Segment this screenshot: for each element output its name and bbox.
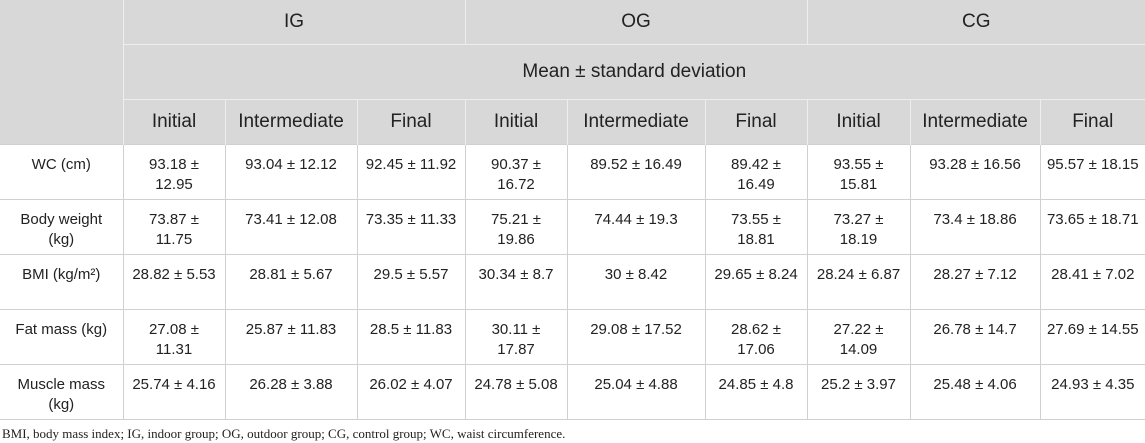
table-cell: 25.74 ± 4.16 <box>122 364 225 420</box>
row-label: Body weight (kg) <box>0 199 123 255</box>
data-table: IG OG CG Mean ± standard deviation Initial In… <box>0 0 1145 420</box>
table-cell: 89.42 ± 16.49 <box>704 144 808 200</box>
table-cell: 93.18 ± 12.95 <box>122 144 225 200</box>
column-header: Intermediate <box>224 99 357 145</box>
table-cell: 26.02 ± 4.07 <box>356 364 466 420</box>
header-row: Initial Intermediate Final Initial Intermedi… <box>0 99 1145 145</box>
table-cell: 93.04 ± 12.12 <box>224 144 357 200</box>
table-body: WC (cm) 93.18 ± 12.95 93.04 ± 12.12 92.45 ±… <box>0 144 1145 420</box>
table-cell: 75.21 ± 19.86 <box>464 199 568 255</box>
table-cell: 28.24 ± 6.87 <box>806 254 911 310</box>
table-cell: 25.87 ± 11.83 <box>224 309 357 365</box>
table-cell: 73.55 ± 18.81 <box>704 199 808 255</box>
table-cell: 30.34 ± 8.7 <box>464 254 568 310</box>
subtitle-header: Mean ± standard deviation <box>122 44 1145 100</box>
table-cell: 30 ± 8.42 <box>566 254 706 310</box>
table-cell: 73.41 ± 12.08 <box>224 199 357 255</box>
table-cell: 29.5 ± 5.57 <box>356 254 466 310</box>
table-cell: 89.52 ± 16.49 <box>566 144 706 200</box>
table-cell: 25.2 ± 3.97 <box>806 364 911 420</box>
table-cell: 28.27 ± 7.12 <box>909 254 1041 310</box>
row-label: WC (cm) <box>0 144 123 200</box>
table-cell: 27.69 ± 14.55 <box>1039 309 1145 365</box>
column-header: Final <box>356 99 466 145</box>
column-header: Initial <box>122 99 225 145</box>
table-cell: 25.04 ± 4.88 <box>566 364 706 420</box>
table-cell: 26.78 ± 14.7 <box>909 309 1041 365</box>
table-cell: 73.87 ± 11.75 <box>122 199 225 255</box>
footnote: BMI, body mass index; IG, indoor group; … <box>2 426 566 441</box>
table-row: Fat mass (kg) 27.08 ± 11.31 25.87 ± 11.83 2… <box>0 309 1145 365</box>
table-row: BMI (kg/m²) 28.82 ± 5.53 28.81 ± 5.67 29.5 … <box>0 254 1145 310</box>
table-cell: 28.62 ± 17.06 <box>704 309 808 365</box>
header-row: IG OG CG <box>0 0 1145 145</box>
table-cell: 24.85 ± 4.8 <box>704 364 808 420</box>
table-cell: 92.45 ± 11.92 <box>356 144 466 200</box>
table-cell: 28.81 ± 5.67 <box>224 254 357 310</box>
table-cell: 95.57 ± 18.15 <box>1039 144 1145 200</box>
table-cell: 26.28 ± 3.88 <box>224 364 357 420</box>
column-header: Initial <box>464 99 568 145</box>
header-row: Mean ± standard deviation <box>0 44 1145 100</box>
row-label: Muscle mass (kg) <box>0 364 123 420</box>
column-header: Final <box>1039 99 1145 145</box>
table-cell: 25.48 ± 4.06 <box>909 364 1041 420</box>
table-cell: 27.08 ± 11.31 <box>122 309 225 365</box>
table-cell: 93.28 ± 16.56 <box>909 144 1041 200</box>
table-cell: 28.82 ± 5.53 <box>122 254 225 310</box>
row-label: Fat mass (kg) <box>0 309 123 365</box>
table-cell: 30.11 ± 17.87 <box>464 309 568 365</box>
table-cell: 90.37 ± 16.72 <box>464 144 568 200</box>
table-cell: 24.93 ± 4.35 <box>1039 364 1145 420</box>
group-header: IG <box>122 0 466 45</box>
table-row: Muscle mass (kg) 25.74 ± 4.16 26.28 ± 3.88… <box>0 364 1145 420</box>
table-row: WC (cm) 93.18 ± 12.95 93.04 ± 12.12 92.45 ±… <box>0 144 1145 200</box>
table-cell: 28.41 ± 7.02 <box>1039 254 1145 310</box>
table-cell: 73.27 ± 18.19 <box>806 199 911 255</box>
table-cell: 27.22 ± 14.09 <box>806 309 911 365</box>
corner-cell <box>0 0 123 145</box>
column-header: Initial <box>806 99 911 145</box>
row-label: BMI (kg/m²) <box>0 254 123 310</box>
column-header: Intermediate <box>566 99 706 145</box>
table-row: Body weight (kg) 73.87 ± 11.75 73.41 ± 12.… <box>0 199 1145 255</box>
table-cell: 24.78 ± 5.08 <box>464 364 568 420</box>
group-header: CG <box>806 0 1145 45</box>
table-cell: 28.5 ± 11.83 <box>356 309 466 365</box>
table-header: IG OG CG Mean ± standard deviation Initial In… <box>0 0 1145 145</box>
table-cell: 73.4 ± 18.86 <box>909 199 1041 255</box>
group-header: OG <box>464 0 808 45</box>
column-header: Intermediate <box>909 99 1041 145</box>
column-header: Final <box>704 99 808 145</box>
table-cell: 29.08 ± 17.52 <box>566 309 706 365</box>
table-cell: 74.44 ± 19.3 <box>566 199 706 255</box>
table-cell: 29.65 ± 8.24 <box>704 254 808 310</box>
table-cell: 73.35 ± 11.33 <box>356 199 466 255</box>
table-cell: 93.55 ± 15.81 <box>806 144 911 200</box>
table-cell: 73.65 ± 18.71 <box>1039 199 1145 255</box>
